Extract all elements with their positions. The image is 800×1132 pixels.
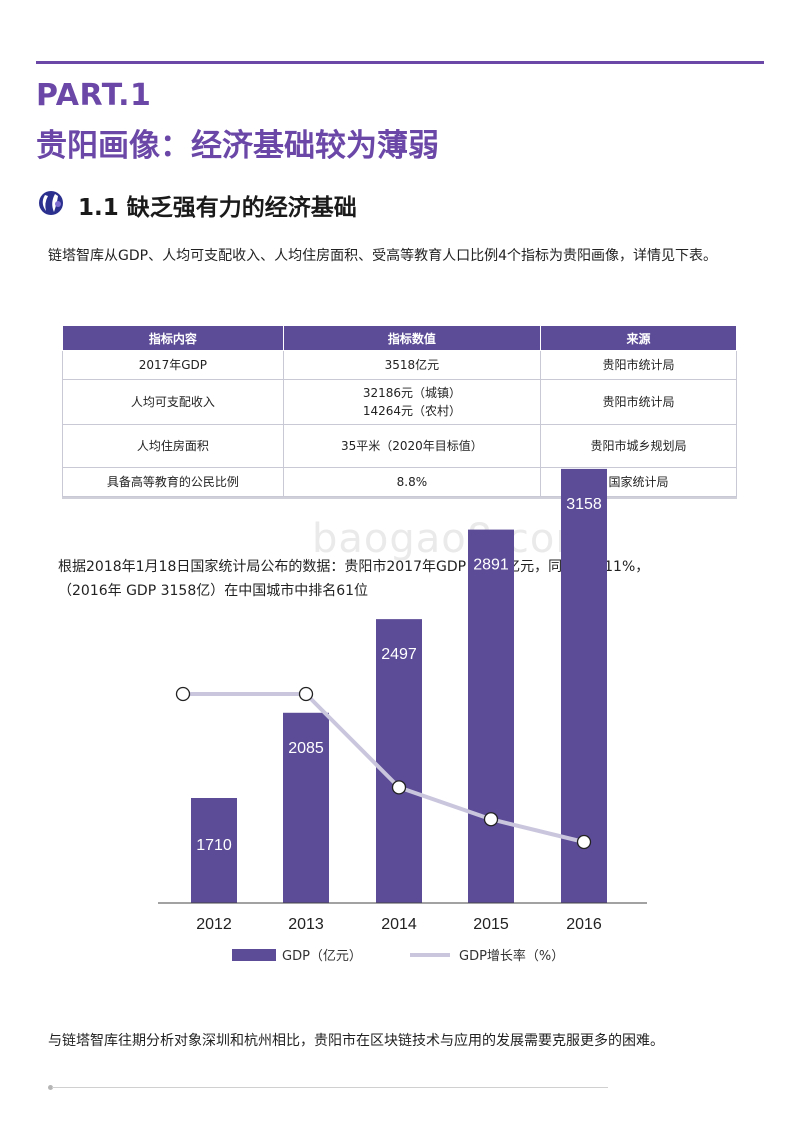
cell-value: 35平米（2020年目标值） (282, 424, 542, 468)
footer-rule (52, 1087, 608, 1088)
gdp-data-label: 2085 (288, 740, 324, 757)
intro-paragraph: 链塔智库从GDP、人均可支配收入、人均住房面积、受高等教育人口比例4个指标为贵阳… (48, 248, 717, 264)
part-label: PART.1 (36, 78, 152, 113)
gdp-bar (561, 468, 607, 903)
column-header-indicator: 指标内容 (62, 325, 284, 351)
cell-indicator: 具备高等教育的公民比例 (62, 467, 284, 497)
column-header-value: 指标数值 (282, 325, 542, 351)
cell-indicator: 人均住房面积 (62, 424, 284, 468)
growth-rate-point (298, 686, 314, 702)
footer-dot (48, 1085, 53, 1090)
legend-label-growth: GDP增长率（%） (459, 948, 564, 964)
x-tick-label: 2015 (473, 916, 509, 933)
gdp-data-label: 3158 (566, 496, 602, 513)
cell-value: 8.8% (282, 467, 542, 497)
top-rule (36, 61, 764, 64)
gdp-data-label: 2497 (381, 646, 417, 663)
gdp-bar (376, 619, 422, 903)
x-tick-label: 2014 (381, 916, 417, 933)
table-row: 人均可支配收入 32186元（城镇） 14264元（农村） 贵阳市统计局 (62, 379, 737, 425)
table-row: 人均住房面积 35平米（2020年目标值） 贵阳市城乡规划局 (62, 424, 737, 468)
cell-value-line-2: 14264元（农村） (362, 404, 461, 418)
cell-indicator: 2017年GDP (62, 350, 284, 380)
growth-rate-point (483, 812, 499, 827)
gdp-bar (191, 798, 237, 903)
section-title: 1.1 缺乏强有力的经济基础 (78, 195, 357, 221)
legend-swatch-gdp (232, 949, 276, 961)
section-orb-icon (39, 191, 63, 215)
x-tick-label: 2012 (196, 916, 232, 933)
cell-source: 贵阳市城乡规划局 (540, 424, 737, 468)
cell-source: 贵阳市统计局 (540, 379, 737, 425)
x-tick-label: 2016 (566, 916, 602, 933)
gdp-bar (468, 529, 514, 903)
cell-value: 32186元（城镇） 14264元（农村） (282, 379, 542, 425)
gdp-data-label: 1710 (196, 837, 232, 854)
growth-rate-point (175, 686, 191, 702)
table-header-row: 指标内容 指标数值 来源 (62, 325, 737, 351)
closing-paragraph: 与链塔智库往期分析对象深圳和杭州相比，贵阳市在区块链技术与应用的发展需要克服更多… (48, 1033, 664, 1049)
column-header-source: 来源 (540, 325, 737, 351)
cell-source: 贵阳市统计局 (540, 350, 737, 380)
gdp-data-label: 2891 (473, 557, 509, 574)
gdp-bar (283, 712, 329, 903)
growth-rate-point (391, 780, 407, 795)
legend-label-gdp: GDP（亿元） (282, 949, 362, 964)
page-headline: 贵阳画像：经济基础较为薄弱 (36, 128, 439, 164)
indicator-table: 指标内容 指标数值 来源 2017年GDP 3518亿元 贵阳市统计局 人均可支… (62, 325, 737, 497)
data-note-line-2: （2016年 GDP 3158亿）在中国城市中排名61位 (58, 583, 369, 599)
cell-value-line-1: 32186元（城镇） (362, 386, 461, 400)
x-tick-label: 2013 (288, 916, 324, 933)
watermark: baogao8.com (312, 516, 596, 562)
table-bottom-rule (62, 497, 737, 499)
cell-indicator: 人均可支配收入 (62, 379, 284, 425)
growth-rate-point (576, 834, 592, 850)
